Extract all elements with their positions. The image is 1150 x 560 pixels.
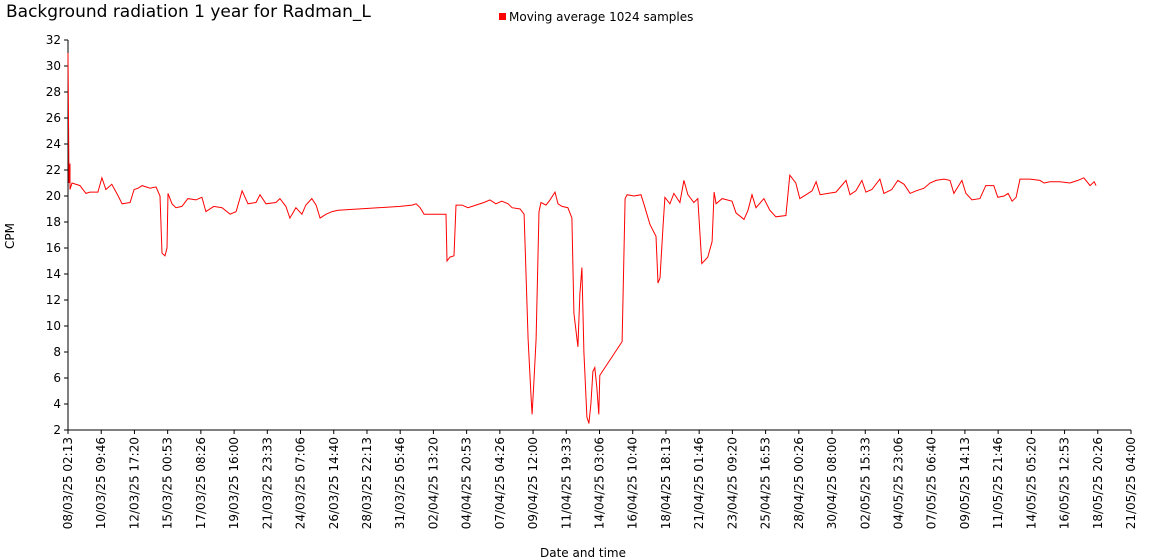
y-tick-label: 28 [46, 85, 61, 99]
y-tick-label: 6 [53, 371, 61, 385]
x-tick-label: 02/05/25 15:33 [858, 437, 872, 529]
x-tick-label: 24/03/25 07:06 [294, 437, 308, 529]
y-tick-label: 10 [46, 319, 61, 333]
x-tick-label: 09/05/25 14:13 [958, 437, 972, 529]
x-tick-label: 25/04/25 16:53 [759, 437, 773, 529]
x-tick-label: 07/04/25 04:26 [493, 437, 507, 529]
y-tick-label: 20 [46, 189, 61, 203]
x-tick-label: 21/03/25 23:33 [260, 437, 274, 529]
x-tick-label: 11/05/25 21:46 [991, 437, 1005, 529]
data-line [67, 52, 1097, 424]
x-tick-label: 15/03/25 00:53 [161, 437, 175, 529]
x-tick-label: 23/04/25 09:20 [725, 437, 739, 529]
x-tick-label: 07/05/25 06:40 [925, 437, 939, 529]
x-tick-label: 28/04/25 00:26 [792, 437, 806, 529]
x-tick-label: 21/04/25 01:46 [692, 437, 706, 529]
x-tick-label: 21/05/25 04:00 [1124, 437, 1138, 529]
x-tick-label: 11/04/25 19:33 [559, 437, 573, 529]
x-axis-label: Date and time [540, 546, 626, 560]
chart-title: Background radiation 1 year for Radman_L [6, 2, 371, 22]
x-tick-label: 02/04/25 13:20 [426, 437, 440, 529]
y-tick-label: 26 [46, 111, 61, 125]
y-tick-label: 8 [53, 345, 61, 359]
legend-swatch [499, 13, 506, 20]
y-tick-label: 24 [46, 137, 61, 151]
y-tick-label: 22 [46, 163, 61, 177]
x-tick-label: 14/05/25 05:20 [1024, 437, 1038, 529]
x-tick-label: 14/04/25 03:06 [593, 437, 607, 529]
y-tick-label: 14 [46, 267, 61, 281]
x-tick-label: 09/04/25 12:00 [526, 437, 540, 529]
x-tick-label: 18/04/25 18:13 [659, 437, 673, 529]
y-tick-label: 18 [46, 215, 61, 229]
legend-label: Moving average 1024 samples [509, 10, 693, 24]
x-tick-label: 12/03/25 17:20 [127, 437, 141, 529]
x-tick-label: 28/03/25 22:13 [360, 437, 374, 529]
x-tick-label: 16/04/25 10:40 [626, 437, 640, 529]
x-tick-label: 08/03/25 02:13 [61, 437, 75, 529]
x-tick-label: 19/03/25 16:00 [227, 437, 241, 529]
y-axis-label: CPM [3, 223, 17, 249]
y-tick-label: 4 [53, 397, 61, 411]
x-tick-label: 30/04/25 08:00 [825, 437, 839, 529]
x-tick-label: 04/04/25 20:53 [460, 437, 474, 529]
x-tick-label: 17/03/25 08:26 [194, 437, 208, 529]
x-tick-label: 16/05/25 12:53 [1058, 437, 1072, 529]
x-tick-label: 18/05/25 20:26 [1091, 437, 1105, 529]
y-tick-label: 32 [46, 33, 61, 47]
y-tick-label: 30 [46, 59, 61, 73]
y-tick-label: 2 [53, 423, 61, 437]
y-tick-label: 16 [46, 241, 61, 255]
x-tick-label: 04/05/25 23:06 [891, 437, 905, 529]
x-tick-label: 31/03/25 05:46 [393, 437, 407, 529]
y-tick-label: 12 [46, 293, 61, 307]
x-tick-label: 26/03/25 14:40 [327, 437, 341, 529]
x-tick-label: 10/03/25 09:46 [94, 437, 108, 529]
